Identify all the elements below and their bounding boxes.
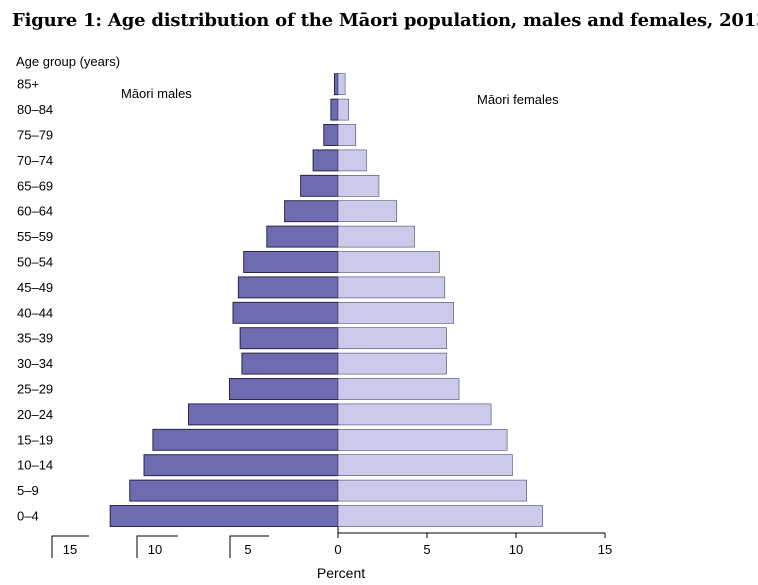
age-group-label: 85+ <box>17 77 39 92</box>
male-bar-80–84 <box>330 98 339 121</box>
female-bar-45–49 <box>337 276 446 299</box>
x-tick-label-left: 15 <box>51 535 89 558</box>
male-bar-5–9 <box>129 479 339 502</box>
age-group-label: 70–74 <box>17 153 53 168</box>
age-group-label: 5–9 <box>17 483 39 498</box>
age-group-label: 35–39 <box>17 331 53 346</box>
svg-text:5: 5 <box>244 542 251 557</box>
female-bar-60–64 <box>337 200 398 222</box>
male-bar-10–14 <box>143 454 339 477</box>
age-group-label: 50–54 <box>17 255 53 270</box>
age-group-label: 60–64 <box>17 204 53 219</box>
female-bar-10–14 <box>337 454 513 477</box>
male-bar-45–49 <box>237 276 339 299</box>
x-tick-label: 5 <box>423 542 430 557</box>
female-bar-50–54 <box>337 251 440 273</box>
chart-title: Figure 1: Age distribution of the Māori … <box>12 10 758 31</box>
female-bar-70–74 <box>337 149 367 172</box>
male-bar-25–29 <box>228 378 339 400</box>
female-bar-85+ <box>337 73 346 95</box>
female-bar-5–9 <box>337 479 527 502</box>
male-bar-40–44 <box>232 301 339 324</box>
male-bar-55–59 <box>266 225 339 248</box>
female-bar-15–19 <box>337 428 508 451</box>
svg-text:10: 10 <box>148 542 162 557</box>
age-group-label: 15–19 <box>17 432 53 447</box>
female-bar-40–44 <box>337 301 454 324</box>
female-bar-35–39 <box>337 327 447 350</box>
x-tick-label: 10 <box>509 542 523 557</box>
female-bar-20–24 <box>337 403 492 426</box>
age-group-label: 75–79 <box>17 128 53 143</box>
age-group-label: 25–29 <box>17 382 53 397</box>
male-bar-65–69 <box>300 174 339 197</box>
age-group-label: 65–69 <box>17 178 53 193</box>
legend-females: Māori females <box>477 92 559 107</box>
legend-males: Māori males <box>121 86 192 101</box>
male-bar-20–24 <box>188 403 339 426</box>
age-group-label: 45–49 <box>17 280 53 295</box>
age-group-label: 0–4 <box>17 509 39 524</box>
y-axis-label: Age group (years) <box>16 54 120 69</box>
female-bar-75–79 <box>337 124 357 146</box>
male-bar-60–64 <box>284 200 339 223</box>
male-bar-85+ <box>333 73 339 96</box>
male-bar-30–34 <box>241 352 339 375</box>
svg-text:15: 15 <box>63 542 77 557</box>
category-labels: 0–4 5–9 10–14 15–19 20–24 25–29 30–34 35–39 40–4… <box>17 77 53 524</box>
female-bar-30–34 <box>337 352 447 375</box>
age-group-label: 20–24 <box>17 407 53 422</box>
male-bar-35–39 <box>239 327 339 350</box>
female-bar-25–29 <box>337 378 460 400</box>
age-group-label: 55–59 <box>17 229 53 244</box>
age-group-label: 10–14 <box>17 458 53 473</box>
female-bar-55–59 <box>337 225 415 248</box>
x-axis-label: Percent <box>317 565 365 581</box>
age-group-label: 40–44 <box>17 305 53 320</box>
female-bar-0–4 <box>337 505 543 527</box>
male-bar-15–19 <box>152 428 339 451</box>
female-bar-65–69 <box>337 175 380 197</box>
x-tick-label-left: 10 <box>136 535 178 558</box>
male-bar-0–4 <box>109 505 339 527</box>
x-axis: 0 5 10 15 15 10 5 <box>51 527 612 558</box>
x-tick-label: 0 <box>334 542 341 557</box>
x-tick-label: 15 <box>598 542 612 557</box>
x-tick-label-left: 5 <box>229 535 269 558</box>
male-bar-70–74 <box>312 149 339 172</box>
female-bar-80–84 <box>337 98 349 121</box>
male-bar-75–79 <box>323 124 339 146</box>
male-bar-50–54 <box>243 251 339 273</box>
bars-layer <box>109 73 543 527</box>
age-group-label: 30–34 <box>17 356 53 371</box>
age-group-label: 80–84 <box>17 102 53 117</box>
